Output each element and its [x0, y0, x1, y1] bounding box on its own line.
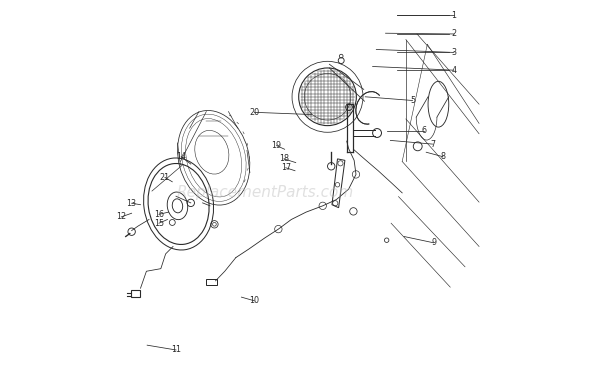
Text: ReplacementParts.com: ReplacementParts.com — [177, 186, 354, 200]
Text: 4: 4 — [451, 66, 457, 75]
Text: 19: 19 — [271, 141, 281, 150]
Text: 5: 5 — [410, 96, 415, 105]
Text: 20: 20 — [250, 108, 260, 117]
Text: 8: 8 — [440, 152, 445, 161]
Text: 12: 12 — [116, 213, 126, 221]
Text: 6: 6 — [421, 126, 426, 135]
Text: 9: 9 — [431, 238, 436, 247]
Text: 14: 14 — [176, 152, 186, 161]
Text: 11: 11 — [171, 345, 181, 354]
Text: 2: 2 — [451, 29, 457, 39]
Text: 3: 3 — [451, 48, 457, 57]
Text: 7: 7 — [430, 139, 435, 149]
Text: 18: 18 — [279, 154, 289, 163]
Text: 15: 15 — [154, 219, 164, 228]
Text: 10: 10 — [250, 296, 260, 305]
Text: 21: 21 — [160, 173, 170, 182]
Text: 17: 17 — [281, 163, 291, 172]
Text: 16: 16 — [154, 210, 164, 219]
Text: 1: 1 — [451, 11, 457, 20]
Text: 13: 13 — [127, 199, 137, 208]
